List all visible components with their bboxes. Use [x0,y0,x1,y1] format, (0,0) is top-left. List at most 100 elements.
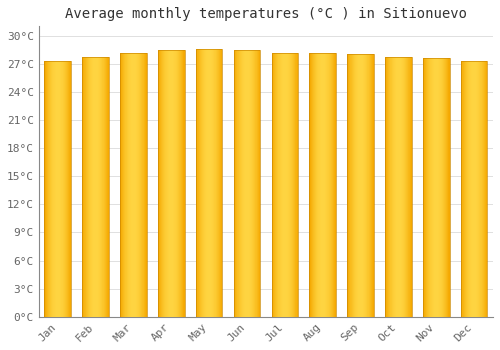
Bar [401,57,402,317]
Bar [312,52,313,317]
Bar [136,54,137,317]
Bar [323,52,324,317]
Bar [62,61,63,317]
Bar [288,52,289,317]
Bar [394,57,395,317]
Bar [104,57,105,317]
Bar [210,49,211,317]
Bar [385,57,411,317]
Bar [472,61,473,317]
Bar [120,54,146,317]
Bar [212,49,213,317]
Bar [123,54,124,317]
Bar [393,57,394,317]
Bar [330,52,332,317]
Bar [217,49,218,317]
Bar [487,61,488,317]
Bar [318,52,319,317]
Bar [204,49,205,317]
Bar [334,52,335,317]
Bar [295,52,296,317]
Bar [316,52,317,317]
Bar [257,50,258,317]
Bar [321,52,322,317]
Bar [404,57,405,317]
Bar [202,49,203,317]
Bar [441,58,442,317]
Bar [144,54,145,317]
Bar [64,61,65,317]
Bar [448,58,449,317]
Bar [372,54,373,317]
Bar [310,52,311,317]
Bar [317,52,318,317]
Bar [328,52,329,317]
Bar [281,52,282,317]
Bar [137,54,138,317]
Bar [163,50,164,317]
Bar [373,54,374,317]
Bar [174,50,175,317]
Bar [245,50,246,317]
Bar [69,61,70,317]
Bar [440,58,441,317]
Bar [214,49,215,317]
Bar [294,52,295,317]
Bar [481,61,482,317]
Bar [244,50,245,317]
Bar [97,57,98,317]
Bar [291,52,292,317]
Bar [327,52,328,317]
Bar [461,61,487,317]
Bar [476,61,477,317]
Bar [143,54,144,317]
Bar [425,58,426,317]
Bar [44,61,45,317]
Bar [44,61,71,317]
Bar [208,49,209,317]
Bar [180,50,181,317]
Bar [145,54,146,317]
Bar [132,54,133,317]
Bar [59,61,60,317]
Bar [449,58,450,317]
Bar [239,50,240,317]
Bar [273,52,274,317]
Bar [480,61,481,317]
Bar [276,52,277,317]
Bar [86,57,87,317]
Bar [324,52,325,317]
Bar [371,54,372,317]
Bar [158,50,184,317]
Bar [246,50,247,317]
Bar [363,54,364,317]
Bar [95,57,96,317]
Bar [215,49,216,317]
Bar [55,61,56,317]
Bar [353,54,354,317]
Bar [407,57,408,317]
Bar [289,52,290,317]
Bar [100,57,101,317]
Bar [435,58,436,317]
Bar [275,52,276,317]
Bar [368,54,369,317]
Bar [218,49,220,317]
Bar [120,54,122,317]
Bar [390,57,391,317]
Bar [400,57,401,317]
Bar [483,61,484,317]
Bar [389,57,390,317]
Bar [314,52,315,317]
Bar [133,54,134,317]
Bar [161,50,162,317]
Bar [201,49,202,317]
Bar [196,49,197,317]
Bar [423,58,450,317]
Bar [68,61,69,317]
Bar [255,50,256,317]
Bar [406,57,407,317]
Bar [235,50,236,317]
Bar [138,54,139,317]
Bar [142,54,143,317]
